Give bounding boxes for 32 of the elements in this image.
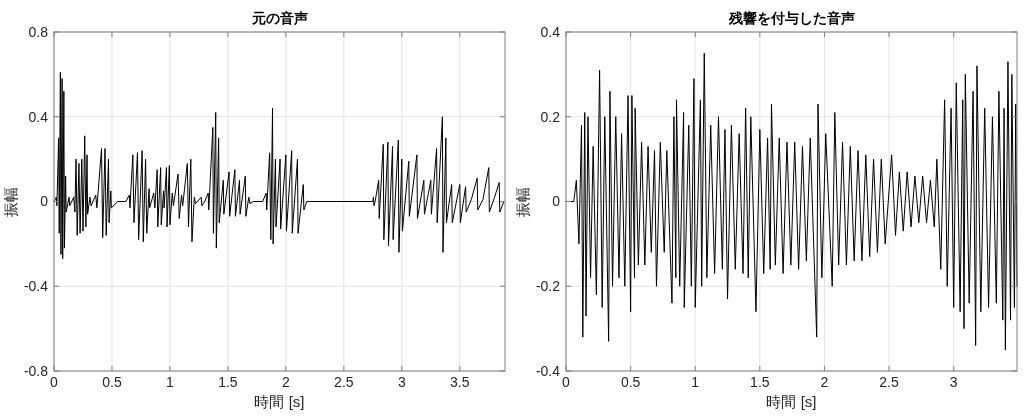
x-axis-title: 時間 [s]	[766, 393, 817, 410]
line-series	[53, 71, 505, 260]
x-tick-label: 0	[562, 374, 571, 390]
x-tick-label: 2.5	[879, 374, 900, 390]
x-tick-label: 3.5	[450, 374, 470, 390]
x-tick-label: 1	[166, 374, 175, 390]
y-tick-label: 0.4	[28, 108, 49, 125]
x-tick-label: 1.5	[750, 374, 770, 390]
y-axis-title: 振幅	[2, 186, 19, 217]
y-tick-label: 0.8	[28, 23, 49, 40]
y-tick-label: 0.4	[540, 23, 561, 40]
y-tick-label: 0	[552, 193, 561, 210]
x-tick-label: 0.5	[620, 374, 641, 390]
y-tick-label: -0.4	[535, 362, 561, 379]
chart-title: 元の音声	[250, 10, 308, 26]
x-tick-label: 2.5	[334, 374, 354, 390]
y-tick-label: 0.2	[540, 108, 561, 125]
x-tick-label: 1	[691, 374, 700, 390]
x-tick-label: 3	[397, 374, 406, 390]
x-tick-label: 2	[820, 374, 829, 390]
y-tick-label: -0.4	[23, 278, 49, 295]
y-axis-title: 振幅	[514, 186, 531, 217]
y-tick-label: -0.2	[535, 278, 561, 295]
x-tick-label: 3	[949, 374, 958, 390]
chart-title: 残響を付与した音声	[727, 10, 855, 26]
y-tick-label: -0.8	[23, 362, 49, 379]
x-axis-title: 時間 [s]	[254, 393, 305, 410]
x-tick-label: 2	[281, 374, 290, 390]
x-tick-label: 0	[50, 374, 59, 390]
x-tick-label: 1.5	[218, 374, 238, 390]
y-tick-label: 0	[40, 193, 49, 210]
x-tick-label: 0.5	[102, 374, 122, 390]
